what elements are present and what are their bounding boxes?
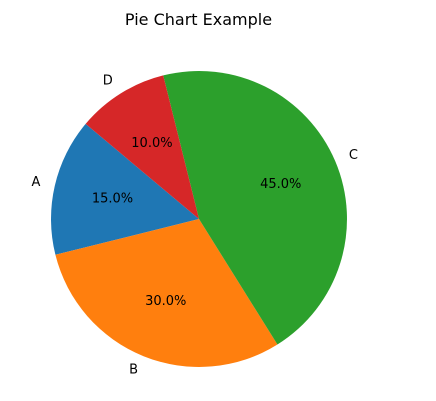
pie-slice-d — [85, 75, 199, 220]
pie-slice-c — [163, 71, 347, 345]
slice-label-a: A — [31, 175, 40, 190]
slice-label-b: B — [129, 362, 138, 377]
slice-label-d: D — [103, 73, 113, 88]
chart-title: Pie Chart Example — [124, 10, 273, 29]
slice-label-c: C — [349, 148, 358, 163]
pie-slice-a — [51, 123, 200, 255]
pie-slice-b — [55, 219, 278, 367]
percent-label-c: 45.0% — [260, 177, 301, 192]
percent-label-d: 10.0% — [131, 136, 172, 151]
percent-label-a: 15.0% — [92, 192, 133, 207]
percent-label-b: 30.0% — [145, 294, 186, 309]
